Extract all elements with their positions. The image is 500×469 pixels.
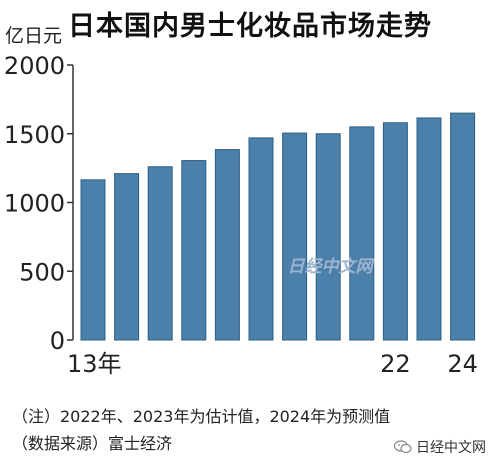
bar-2015 <box>147 166 173 341</box>
bar-2019 <box>282 132 308 341</box>
bars <box>80 112 476 341</box>
y-axis-ticks: 0 500 1000 1500 2000 <box>4 52 73 355</box>
bar-2021 <box>349 126 375 341</box>
bar-2013 <box>80 179 106 341</box>
footer-brand-label: 日经中文网 <box>416 440 486 456</box>
watermark: 日经中文网 <box>288 257 376 277</box>
y-tick-label: 500 <box>19 258 65 286</box>
note-estimate: （注）2022年、2023年为估计值，2024年为预测值 <box>12 407 391 426</box>
chart-title: 日本国内男士化妆品市场走势 <box>68 11 432 42</box>
x-axis-labels: 13年 22 24 <box>67 350 478 378</box>
bar-2017 <box>214 149 240 341</box>
bar-2020 <box>315 133 341 341</box>
bar-2018 <box>248 137 274 341</box>
y-tick-label: 2000 <box>4 52 65 80</box>
bar-2022 <box>382 122 408 341</box>
x-tick-label: 22 <box>380 350 411 378</box>
bar-chart: 亿日元 0 500 1000 1500 2000 13年 22 24 日经中文网 <box>4 25 478 378</box>
bar-2014 <box>114 173 140 341</box>
y-tick-label: 1500 <box>4 121 65 149</box>
footer-brand: 日经中文网 <box>393 437 486 457</box>
wechat-icon <box>393 440 412 454</box>
bar-2016 <box>181 160 207 341</box>
y-tick-label: 0 <box>50 327 65 355</box>
x-tick-label: 24 <box>447 350 478 378</box>
bar-2024 <box>450 112 476 341</box>
bar-2023 <box>416 117 442 341</box>
y-tick-label: 1000 <box>4 190 65 218</box>
note-source: （数据来源）富士经济 <box>12 434 173 453</box>
y-axis-unit-label: 亿日元 <box>5 25 62 47</box>
x-tick-label: 13年 <box>67 350 122 378</box>
